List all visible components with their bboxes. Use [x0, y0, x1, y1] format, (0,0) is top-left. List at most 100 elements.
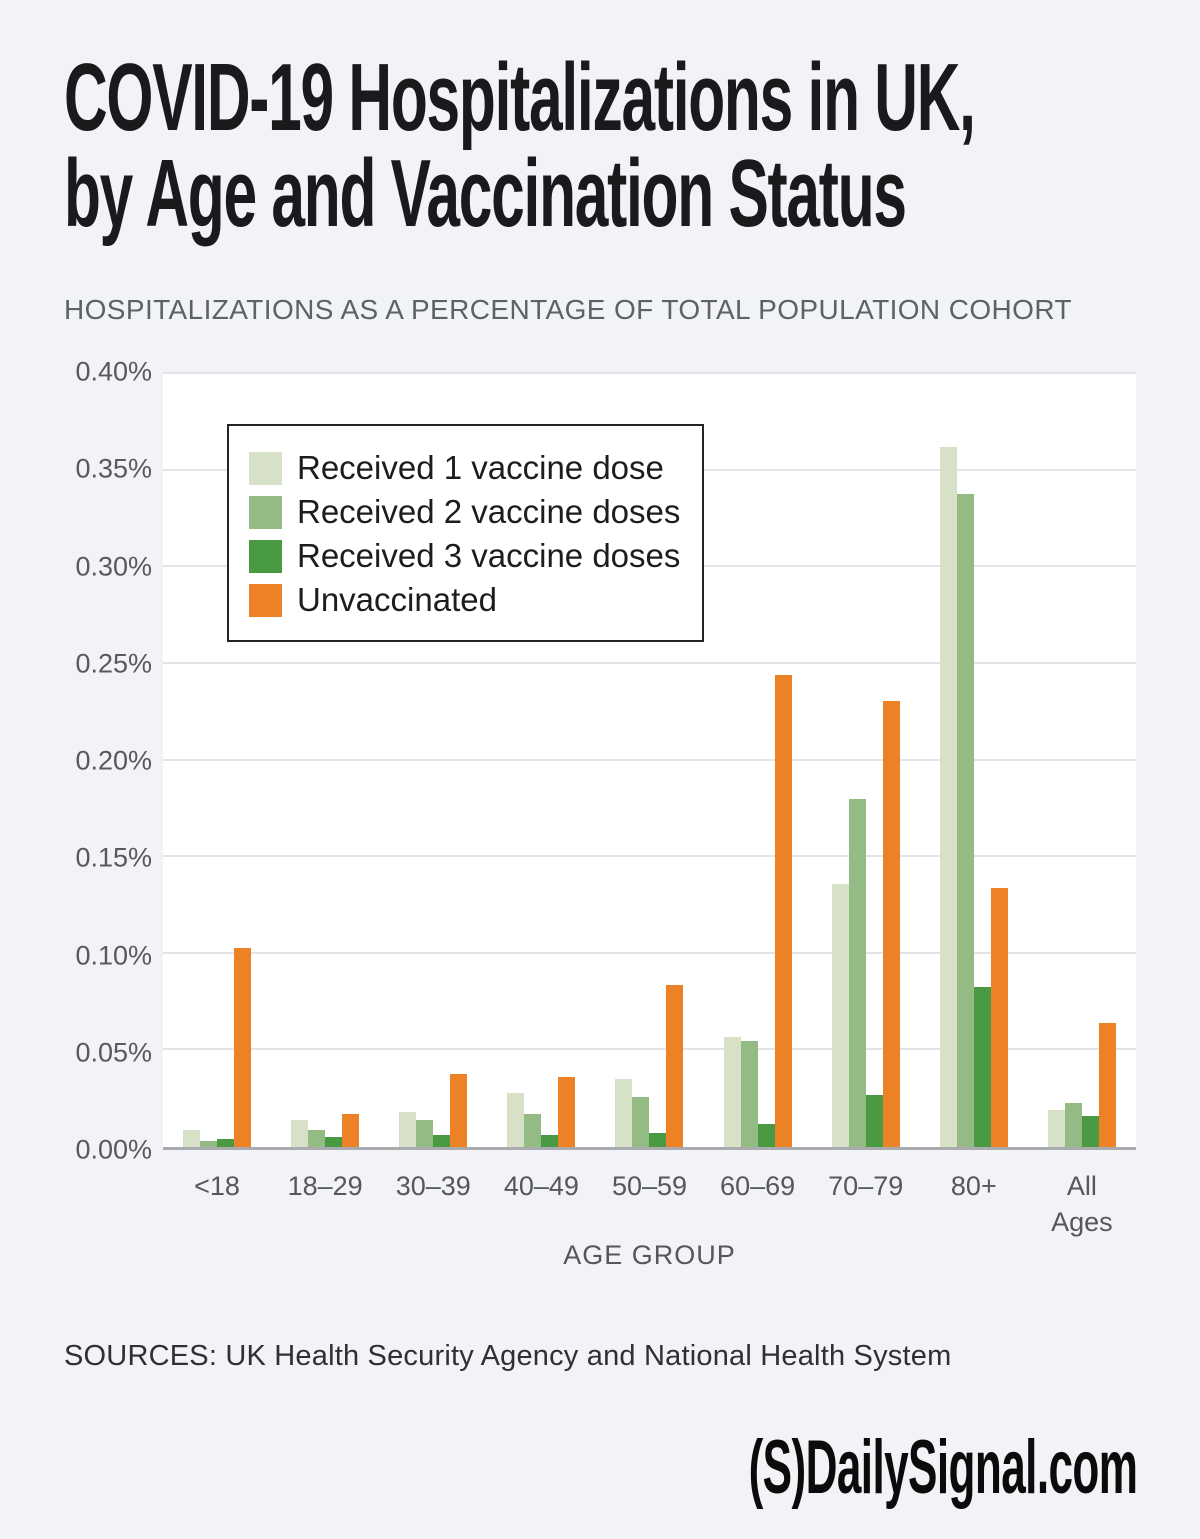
x-tick-text: All Ages	[1051, 1171, 1113, 1237]
x-tick-text: 30–39	[395, 1171, 471, 1201]
bar-group-60-69	[704, 374, 812, 1147]
bar	[956, 493, 974, 1147]
bar	[1047, 1110, 1065, 1147]
bar-group-30-39	[379, 374, 487, 1147]
bar	[831, 884, 849, 1147]
bar	[973, 986, 991, 1147]
chart-title-line1: COVID-19 Hospitalizations in UK,	[64, 44, 976, 151]
x-tick-label: 70–79	[812, 1168, 920, 1240]
legend-label: Received 3 vaccine doses	[297, 537, 681, 574]
x-tick-text: 40–49	[503, 1171, 579, 1201]
bar	[217, 1139, 235, 1147]
x-tick-text: 50–59	[611, 1171, 688, 1201]
bar	[450, 1073, 468, 1147]
sources-note: SOURCES: UK Health Security Agency and N…	[64, 1340, 952, 1372]
chart-title: COVID-19 Hospitalizations in UK, by Age …	[64, 44, 976, 247]
bar	[433, 1135, 451, 1147]
brand-logo: (S)DailySignal.com	[748, 1425, 1137, 1510]
legend-row: Unvaccinated	[249, 581, 680, 619]
legend-swatch	[249, 539, 282, 573]
bar	[308, 1129, 326, 1147]
bar	[1098, 1023, 1116, 1147]
bar	[774, 675, 792, 1147]
y-tick-label: 0.00%	[75, 1134, 152, 1165]
x-axis-labels: <18 18–29 30–39 40–49 50–59 60–69 70–79 80+ All …	[163, 1168, 1136, 1240]
bar	[615, 1079, 633, 1147]
bar	[200, 1141, 218, 1147]
legend-swatch	[249, 495, 282, 529]
bar	[558, 1077, 576, 1147]
legend: Received 1 vaccine dose Received 2 vaccin…	[227, 424, 705, 642]
bar	[234, 947, 252, 1147]
bar-group-50-59	[595, 374, 703, 1147]
gridline	[163, 758, 1136, 761]
bar	[723, 1036, 741, 1147]
y-tick-label: 0.25%	[75, 648, 152, 679]
x-tick-label: All Ages	[1028, 1168, 1136, 1240]
bar	[848, 799, 866, 1147]
plot-area: Received 1 vaccine dose Received 2 vaccin…	[163, 372, 1136, 1150]
bar	[939, 447, 957, 1147]
bars-layer	[163, 374, 1136, 1147]
gridline	[163, 951, 1136, 954]
bar	[865, 1094, 883, 1147]
gridline	[163, 1048, 1136, 1051]
legend-label: Received 2 vaccine doses	[297, 493, 681, 530]
y-tick-label: 0.20%	[75, 745, 152, 776]
legend-row: Received 2 vaccine doses	[249, 493, 680, 531]
bar-group--18	[163, 374, 271, 1147]
bar	[632, 1096, 650, 1147]
x-tick-text: 60–69	[720, 1171, 796, 1201]
x-tick-text: 80+	[950, 1171, 997, 1201]
y-tick-label: 0.05%	[75, 1037, 152, 1068]
bar	[524, 1114, 542, 1147]
bar	[649, 1133, 667, 1147]
bar	[666, 984, 684, 1147]
bar	[291, 1119, 309, 1147]
y-tick-label: 0.30%	[75, 551, 152, 581]
x-tick-label: <18	[163, 1168, 271, 1240]
bar-group-18-29	[271, 374, 379, 1147]
legend-label: Received 1 vaccine dose	[297, 449, 664, 486]
gridline	[163, 661, 1136, 664]
gridline	[163, 855, 1136, 858]
x-axis-title: AGE GROUP	[563, 1240, 736, 1270]
bar-group-all-ages	[1028, 374, 1136, 1147]
chart-subtitle: HOSPITALIZATIONS AS A PERCENTAGE OF TOTA…	[64, 294, 1072, 325]
x-tick-text: 70–79	[828, 1171, 904, 1201]
legend-row: Received 3 vaccine doses	[249, 537, 680, 575]
legend-row: Received 1 vaccine dose	[249, 449, 680, 487]
x-tick-text: 18–29	[287, 1171, 363, 1201]
bar-group-80-	[920, 374, 1028, 1147]
bar	[740, 1040, 758, 1147]
y-tick-label: 0.10%	[75, 940, 152, 970]
bar	[757, 1123, 775, 1147]
bar	[325, 1137, 343, 1147]
x-tick-label: 40–49	[487, 1168, 595, 1240]
y-tick-label: 0.40%	[75, 356, 152, 387]
legend-swatch	[249, 583, 282, 617]
bar	[342, 1114, 360, 1147]
bar	[416, 1119, 434, 1147]
chart-title-line2: by Age and Vaccination Status	[64, 140, 907, 247]
y-tick-label: 0.15%	[75, 842, 152, 873]
y-axis-labels: 0.40% 0.35% 0.30% 0.25% 0.20% 0.15% 0.10% 0.05%…	[0, 357, 152, 1165]
bar	[541, 1135, 559, 1147]
x-tick-label: 80+	[920, 1168, 1028, 1240]
x-tick-text: <18	[194, 1171, 240, 1201]
legend-label: Unvaccinated	[297, 581, 497, 618]
bar-group-70-79	[812, 374, 920, 1147]
y-tick-label: 0.35%	[75, 453, 152, 484]
bar	[183, 1129, 201, 1147]
bar	[990, 888, 1008, 1147]
bar-group-40-49	[487, 374, 595, 1147]
bar	[1081, 1116, 1099, 1147]
bar	[1064, 1102, 1082, 1147]
x-tick-label: 30–39	[379, 1168, 487, 1240]
x-tick-label: 50–59	[595, 1168, 703, 1240]
bar	[399, 1112, 417, 1147]
x-tick-label: 60–69	[704, 1168, 812, 1240]
bar	[882, 700, 900, 1147]
legend-swatch	[249, 451, 282, 485]
